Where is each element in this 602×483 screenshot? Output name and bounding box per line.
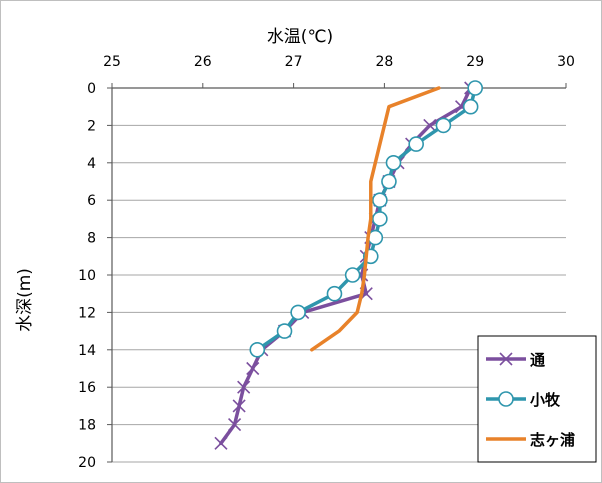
y-tick-label: 18 xyxy=(78,418,96,434)
series-line xyxy=(310,86,441,352)
y-tick-label: 4 xyxy=(87,156,96,172)
y-tick-label: 2 xyxy=(87,118,96,134)
data-point xyxy=(423,118,437,132)
legend-label: 小牧 xyxy=(530,391,561,409)
y-axis-title: 水深(m) xyxy=(15,268,35,332)
data-point xyxy=(290,304,306,321)
y-tick-label: 12 xyxy=(78,305,96,321)
data-point xyxy=(246,361,260,376)
legend-swatch-marker xyxy=(498,391,514,407)
y-tick-label: 16 xyxy=(78,380,96,396)
legend-label: 志ヶ浦 xyxy=(530,431,575,449)
marker-x-stroke xyxy=(499,352,513,366)
data-point xyxy=(228,418,242,432)
legend-item: 通 xyxy=(486,351,545,369)
x-tick-label: 28 xyxy=(375,54,393,70)
x-tick-label: 25 xyxy=(103,54,121,70)
legend-item: 小牧 xyxy=(486,391,561,409)
data-point xyxy=(214,436,228,450)
legend-swatch-marker xyxy=(499,352,513,366)
data-point xyxy=(276,323,293,339)
data-point xyxy=(381,173,397,190)
y-tick-label: 0 xyxy=(87,81,96,97)
marker-x-stroke xyxy=(246,361,260,376)
x-tick-label: 30 xyxy=(557,54,575,70)
marker-x-stroke xyxy=(232,399,246,413)
series-3 xyxy=(310,86,441,352)
y-tick-label: 10 xyxy=(78,268,96,284)
data-point xyxy=(237,380,251,394)
y-tick-label: 6 xyxy=(87,193,96,209)
data-point xyxy=(326,285,343,302)
data-point xyxy=(249,341,266,358)
x-tick-label: 29 xyxy=(466,54,484,70)
x-tick-label: 27 xyxy=(285,54,303,70)
y-tick-label: 20 xyxy=(78,455,96,471)
y-tick-label: 14 xyxy=(78,343,96,359)
series-2 xyxy=(249,80,484,358)
axis-layer: 0 2 4 6 8 10 12 14 16 18 20 25 26 27 28 29 30 xyxy=(78,54,575,471)
data-point xyxy=(408,136,424,152)
data-point xyxy=(372,192,388,208)
y-tick-label: 8 xyxy=(87,231,96,247)
legend-item: 志ヶ浦 xyxy=(486,431,575,449)
x-axis-title: 水温(℃) xyxy=(267,27,333,47)
data-point xyxy=(232,399,246,413)
x-tick-label: 26 xyxy=(194,54,212,70)
data-point xyxy=(467,80,484,96)
data-point xyxy=(385,155,402,171)
data-point xyxy=(462,98,479,115)
data-point xyxy=(435,117,452,134)
data-point xyxy=(372,211,388,227)
marker-x-stroke xyxy=(423,118,437,132)
series-layer xyxy=(214,80,484,450)
marker-x-stroke xyxy=(214,436,228,450)
data-point xyxy=(344,267,361,283)
legend-label: 通 xyxy=(530,351,545,369)
marker-x-stroke xyxy=(228,418,242,432)
marker-x-stroke xyxy=(237,380,251,394)
